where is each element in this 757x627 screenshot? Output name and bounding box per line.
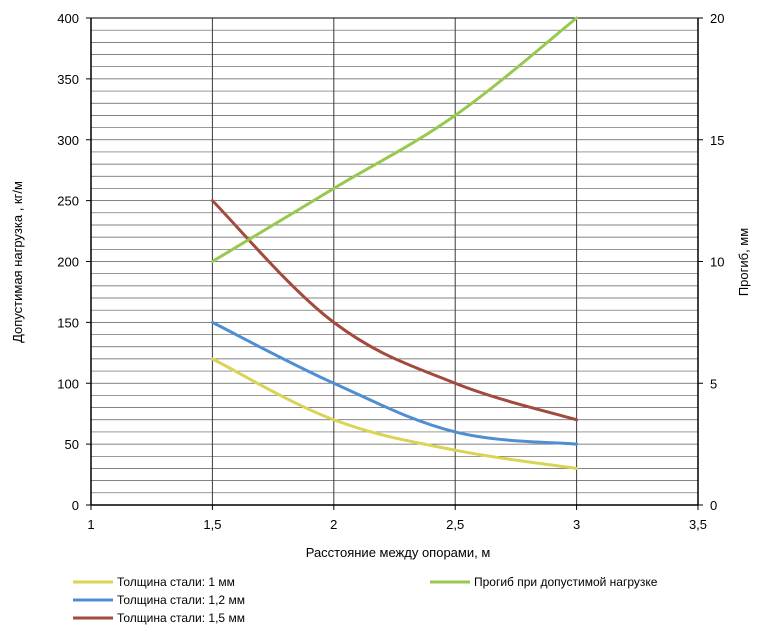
y-tick-label: 300 [57, 133, 79, 148]
legend-label-1: Толщина стали: 1 мм [117, 575, 235, 589]
y2-tick-label: 0 [710, 498, 717, 513]
y-tick-label: 150 [57, 315, 79, 330]
x-tick-label: 3 [573, 517, 580, 532]
x-tick-label: 2 [330, 517, 337, 532]
x-tick-label: 1,5 [203, 517, 221, 532]
x-axis-label: Расстояние между опорами, м [306, 545, 491, 560]
y2-tick-label: 15 [710, 133, 724, 148]
series-line-2 [210, 320, 579, 446]
legend-label-4: Прогиб при допустимой нагрузке [474, 575, 658, 589]
y2-tick-label: 10 [710, 255, 724, 270]
tick-labels: 0 50 100 150 200 250 300 350 400 0 5 10 15 20 1 1,5 2 2,5… [57, 11, 724, 532]
y-tick-label: 200 [57, 255, 79, 270]
y-axis-label: Допустимая нагрузка , кг/м [10, 181, 25, 343]
y-tick-label: 100 [57, 376, 79, 391]
series-lines [210, 16, 579, 470]
series-line-4 [210, 16, 579, 263]
legend-label-2: Толщина стали: 1,2 мм [117, 593, 245, 607]
y2-axis-label: Прогиб, мм [736, 228, 751, 296]
y-tick-label: 350 [57, 72, 79, 87]
series-line-3 [210, 199, 579, 422]
x-tick-label: 1 [87, 517, 94, 532]
y-tick-label: 400 [57, 11, 79, 26]
grid [90, 18, 699, 505]
y-tick-label: 50 [65, 437, 79, 452]
axes [86, 17, 703, 510]
y2-tick-label: 20 [710, 11, 724, 26]
x-tick-label: 2,5 [446, 517, 464, 532]
legend: Толщина стали: 1 мм Толщина стали: 1,2 мм… [73, 575, 658, 625]
legend-label-3: Толщина стали: 1,5 мм [117, 611, 245, 625]
y-tick-label: 250 [57, 194, 79, 209]
x-tick-label: 3,5 [689, 517, 707, 532]
series-line-1 [210, 357, 579, 470]
y2-tick-label: 5 [710, 376, 717, 391]
y-tick-label: 0 [72, 498, 79, 513]
